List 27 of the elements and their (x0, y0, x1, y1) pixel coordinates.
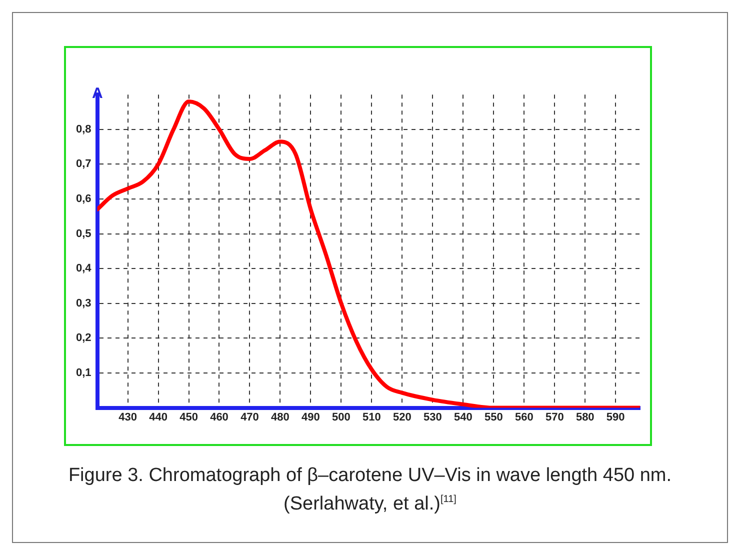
x-tick-label: 570 (545, 411, 564, 424)
x-tick-label: 590 (606, 411, 625, 424)
caption: Figure 3. Chromatograph of β–carotene UV–Vis in wave length 450 nm. (Serlahwaty, et al.)$^{[11]}$ (67, 464, 673, 516)
x-tick-label: 540 (454, 411, 472, 424)
y-tick-label: 0,6 (76, 193, 92, 206)
x-tick-label: 450 (180, 411, 198, 424)
y-axis-title: A (92, 85, 103, 102)
y-tick-label: 0,1 (76, 367, 92, 380)
x-tick-label: 460 (210, 411, 228, 424)
x-tick-label: 550 (484, 411, 503, 424)
x-tick-label: 430 (118, 411, 137, 424)
y-tick-label: 0,4 (76, 262, 92, 275)
y-tick-label: 0,7 (76, 158, 92, 170)
x-tick-label: 440 (149, 411, 168, 424)
y-tick-label: 0,3 (76, 297, 92, 310)
x-tick-label: 500 (332, 411, 350, 424)
x-tick-label: 470 (240, 411, 259, 424)
y-tick-label: 0,8 (76, 123, 92, 136)
x-tick-label: 580 (576, 411, 594, 424)
y-tick-label: 0,5 (76, 228, 92, 240)
y-tick-label: 0,2 (76, 332, 92, 344)
x-tick-label: 480 (271, 411, 290, 424)
x-tick-label: 510 (362, 411, 381, 424)
x-tick-label: 560 (514, 411, 534, 424)
x-tick-label: 490 (302, 411, 320, 424)
x-tick-label: 520 (393, 411, 412, 424)
x-tick-label: 530 (423, 411, 442, 424)
